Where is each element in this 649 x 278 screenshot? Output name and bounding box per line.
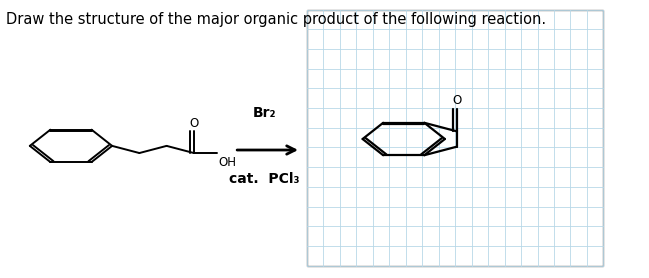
Text: Br₂: Br₂ <box>253 106 276 120</box>
Text: O: O <box>452 94 461 107</box>
Bar <box>307 10 604 265</box>
Text: O: O <box>190 117 199 130</box>
Text: cat.  PCl₃: cat. PCl₃ <box>229 172 300 186</box>
Text: Draw the structure of the major organic product of the following reaction.: Draw the structure of the major organic … <box>6 13 546 28</box>
Text: OH: OH <box>218 156 236 169</box>
